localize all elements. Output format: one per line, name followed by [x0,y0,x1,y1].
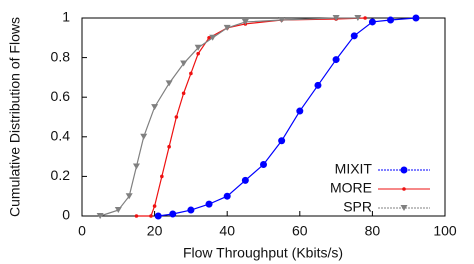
data-point [223,192,231,200]
data-point [241,18,249,25]
x-tick-label: 20 [147,223,163,239]
x-tick-label: 0 [78,223,86,239]
x-tick-label: 60 [292,223,308,239]
data-point [412,14,420,22]
data-point [149,214,153,218]
data-point [114,207,122,214]
data-point [205,200,213,208]
data-point [387,16,395,24]
data-point [241,176,249,184]
data-point [209,34,217,41]
legend-label: SPR [343,199,372,215]
plot-frame [81,17,446,217]
data-point [363,16,367,20]
data-point [260,161,267,169]
data-point [154,212,162,220]
data-point [296,107,304,115]
y-tick-label: 0.2 [51,167,71,183]
x-tick-label: 100 [433,223,457,239]
data-point [278,137,286,145]
data-point [132,163,140,170]
data-point [152,204,157,208]
data-point [196,51,200,56]
data-point [194,44,202,51]
data-point [169,210,177,218]
series-line [99,17,358,217]
y-tick-label: 0.8 [51,48,71,64]
y-tick-label: 0 [62,207,70,223]
x-tick-label: 40 [219,223,235,239]
data-point [350,32,358,40]
data-point [181,91,186,96]
data-point [354,15,362,21]
data-point [207,36,211,40]
x-tick-label: 80 [365,223,381,239]
data-point [278,16,286,23]
data-point [314,81,322,89]
x-axis-label: Flow Throughput (Kbits/s) [183,245,343,261]
data-point [332,56,340,64]
data-point [174,115,179,119]
y-tick-label: 1 [62,9,70,25]
data-point [125,193,133,200]
data-point [140,133,148,140]
legend-label: MORE [330,180,372,196]
legend-marker [400,205,408,211]
data-point [167,144,171,149]
legend-marker [400,166,408,174]
data-point [223,24,231,31]
data-point [165,80,173,87]
data-point [368,18,376,26]
data-point [189,71,193,76]
y-axis-label: Cumulative Distribution of Flows [7,17,23,217]
data-point [151,104,159,111]
data-point [160,174,164,179]
data-point [96,213,104,219]
data-point [180,60,188,67]
y-tick-label: 0.6 [51,88,71,104]
y-tick-label: 0.4 [51,128,71,144]
data-point [332,15,340,21]
data-point [134,214,139,218]
legend-label: MIXIT [335,161,373,177]
data-point [187,206,195,214]
legend-marker [402,187,406,191]
